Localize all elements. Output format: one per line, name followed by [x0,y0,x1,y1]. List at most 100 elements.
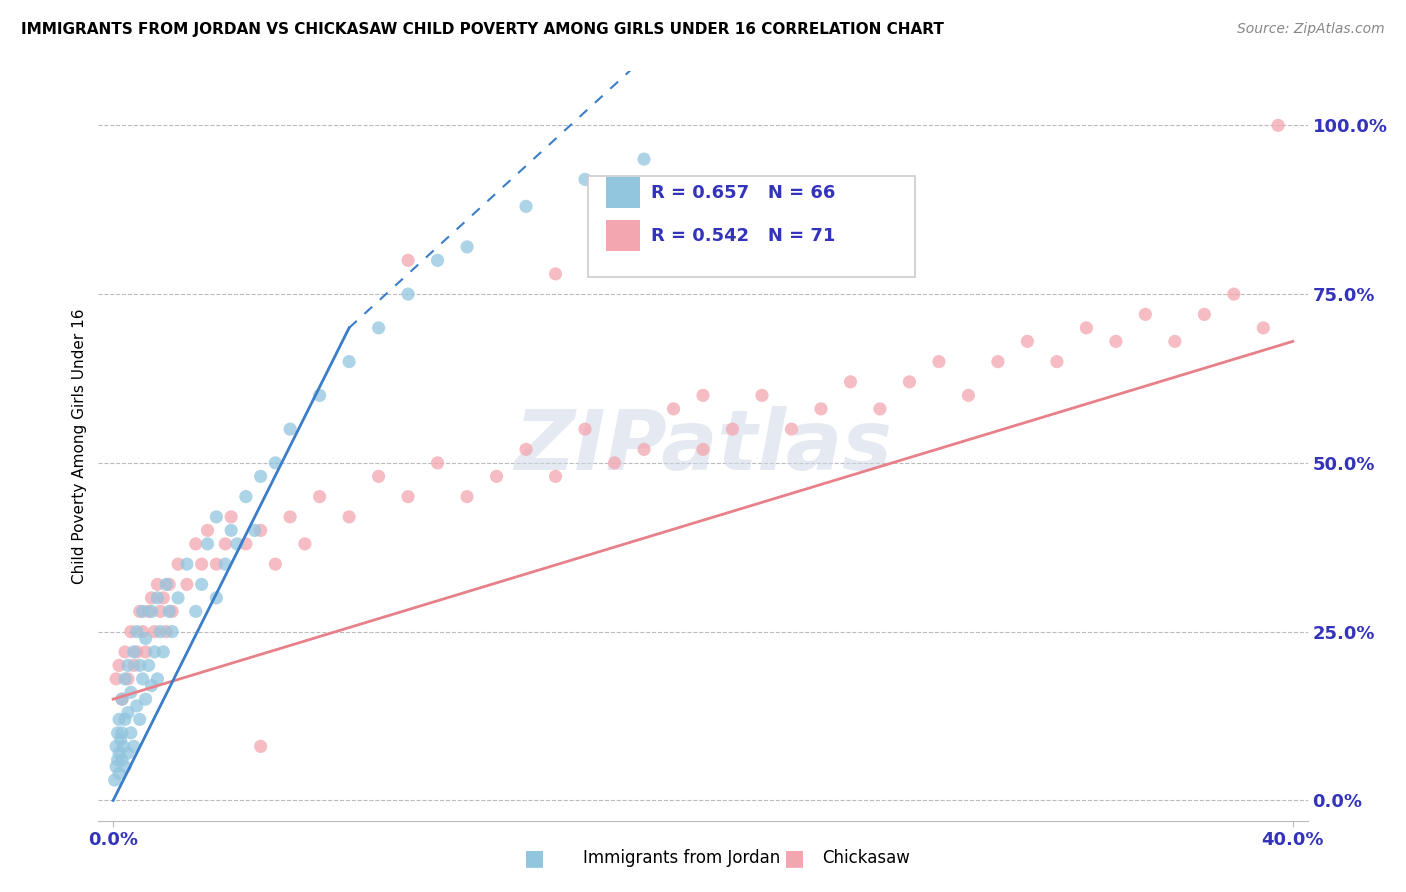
Point [515,199,537,213]
Point [249,524,271,538]
Point [1105,334,1128,349]
Point [214,537,236,551]
Point [337,354,360,368]
Point [138,658,160,673]
Point [367,321,389,335]
Point [111,692,134,706]
Point [176,577,198,591]
Point [141,591,163,605]
Point [898,375,921,389]
Point [226,537,249,551]
Point [235,537,257,551]
Point [1253,321,1275,335]
Point [157,577,180,591]
Point [1076,321,1098,335]
Point [278,509,301,524]
Point [104,773,127,788]
Point [294,537,316,551]
Point [308,490,330,504]
Point [167,557,190,571]
Point [122,739,145,754]
Point [367,469,389,483]
Point [219,509,242,524]
Point [243,524,266,538]
FancyBboxPatch shape [606,219,640,252]
Point [810,401,832,416]
Point [120,726,142,740]
Point [692,388,714,402]
Point [574,172,596,186]
Point [869,401,891,416]
Point [1135,307,1157,321]
Point [114,645,136,659]
Point [205,509,228,524]
Point [143,624,166,639]
Point [120,685,142,699]
Point [515,442,537,457]
Point [1267,119,1289,133]
Point [184,604,207,618]
Point [235,490,257,504]
Point [108,712,131,726]
Point [456,490,478,504]
Point [544,267,567,281]
Point [105,672,128,686]
Point [107,726,129,740]
Point [114,759,136,773]
Point [105,739,128,754]
Point [122,645,145,659]
Point [264,456,287,470]
Text: ■: ■ [524,848,544,868]
Point [633,152,655,166]
Point [574,422,596,436]
Point [396,490,419,504]
Point [149,624,172,639]
Point [128,712,150,726]
Point [107,753,129,767]
Point [264,557,287,571]
Point [143,645,166,659]
Point [1017,334,1039,349]
Point [633,442,655,457]
Point [662,401,685,416]
Point [337,509,360,524]
Text: R = 0.657   N = 66: R = 0.657 N = 66 [651,185,835,202]
Point [160,624,183,639]
Point [111,726,134,740]
Text: Immigrants from Jordan: Immigrants from Jordan [583,849,780,867]
Point [125,624,148,639]
Point [205,557,228,571]
Point [721,422,744,436]
Point [110,732,132,747]
Point [117,658,139,673]
Text: ZIPatlas: ZIPatlas [515,406,891,486]
FancyBboxPatch shape [588,177,915,277]
Point [117,706,139,720]
Point [205,591,228,605]
Point [108,766,131,780]
Point [1164,334,1187,349]
Point [128,604,150,618]
FancyBboxPatch shape [606,177,640,209]
Point [122,658,145,673]
Text: Source: ZipAtlas.com: Source: ZipAtlas.com [1237,22,1385,37]
Point [456,240,478,254]
Point [957,388,980,402]
Point [131,672,153,686]
Point [751,388,773,402]
Point [1046,354,1069,368]
Point [928,354,950,368]
Point [396,287,419,301]
Point [249,739,271,754]
Point [987,354,1010,368]
Point [160,604,183,618]
Point [167,591,190,605]
Point [780,422,803,436]
Point [125,645,148,659]
Point [176,557,198,571]
Point [190,557,212,571]
Point [141,679,163,693]
Point [152,591,174,605]
Point [146,577,169,591]
Point [426,456,449,470]
